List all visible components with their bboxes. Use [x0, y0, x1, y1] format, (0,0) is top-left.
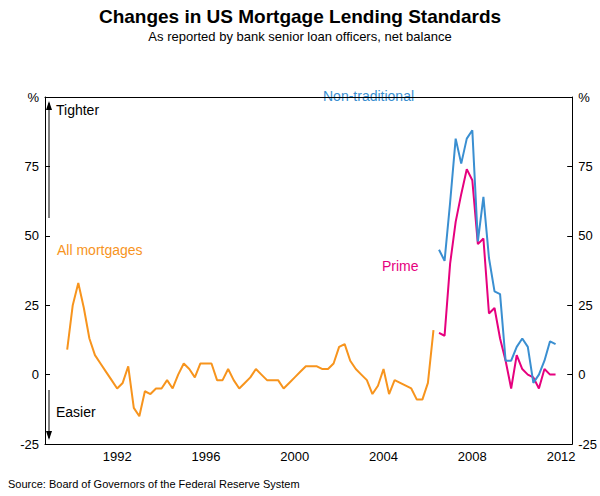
svg-text:2000: 2000 — [280, 449, 309, 464]
svg-text:50: 50 — [25, 228, 39, 243]
svg-text:25: 25 — [578, 298, 592, 313]
svg-text:Tighter: Tighter — [56, 102, 99, 118]
svg-text:-25: -25 — [578, 437, 597, 452]
svg-text:Prime: Prime — [382, 258, 419, 274]
svg-text:0: 0 — [32, 367, 39, 382]
svg-text:As reported by bank senior loa: As reported by bank senior loan officers… — [148, 29, 451, 44]
svg-text:-25: -25 — [20, 437, 39, 452]
svg-text:2008: 2008 — [458, 449, 487, 464]
svg-text:%: % — [27, 90, 39, 105]
svg-text:25: 25 — [25, 298, 39, 313]
svg-text:1992: 1992 — [103, 449, 132, 464]
svg-text:Non-traditional: Non-traditional — [323, 88, 414, 104]
svg-text:All mortgages: All mortgages — [57, 242, 143, 258]
svg-text:0: 0 — [578, 367, 585, 382]
svg-text:Source: Board of Governors of: Source: Board of Governors of the Federa… — [8, 478, 300, 490]
svg-text:75: 75 — [578, 159, 592, 174]
svg-text:2004: 2004 — [369, 449, 398, 464]
svg-text:1996: 1996 — [191, 449, 220, 464]
svg-text:50: 50 — [578, 228, 592, 243]
svg-text:Changes in US Mortgage Lending: Changes in US Mortgage Lending Standards — [99, 6, 501, 27]
svg-text:75: 75 — [25, 159, 39, 174]
svg-text:2012: 2012 — [547, 449, 576, 464]
svg-text:%: % — [578, 90, 590, 105]
svg-text:Easier: Easier — [56, 404, 96, 420]
